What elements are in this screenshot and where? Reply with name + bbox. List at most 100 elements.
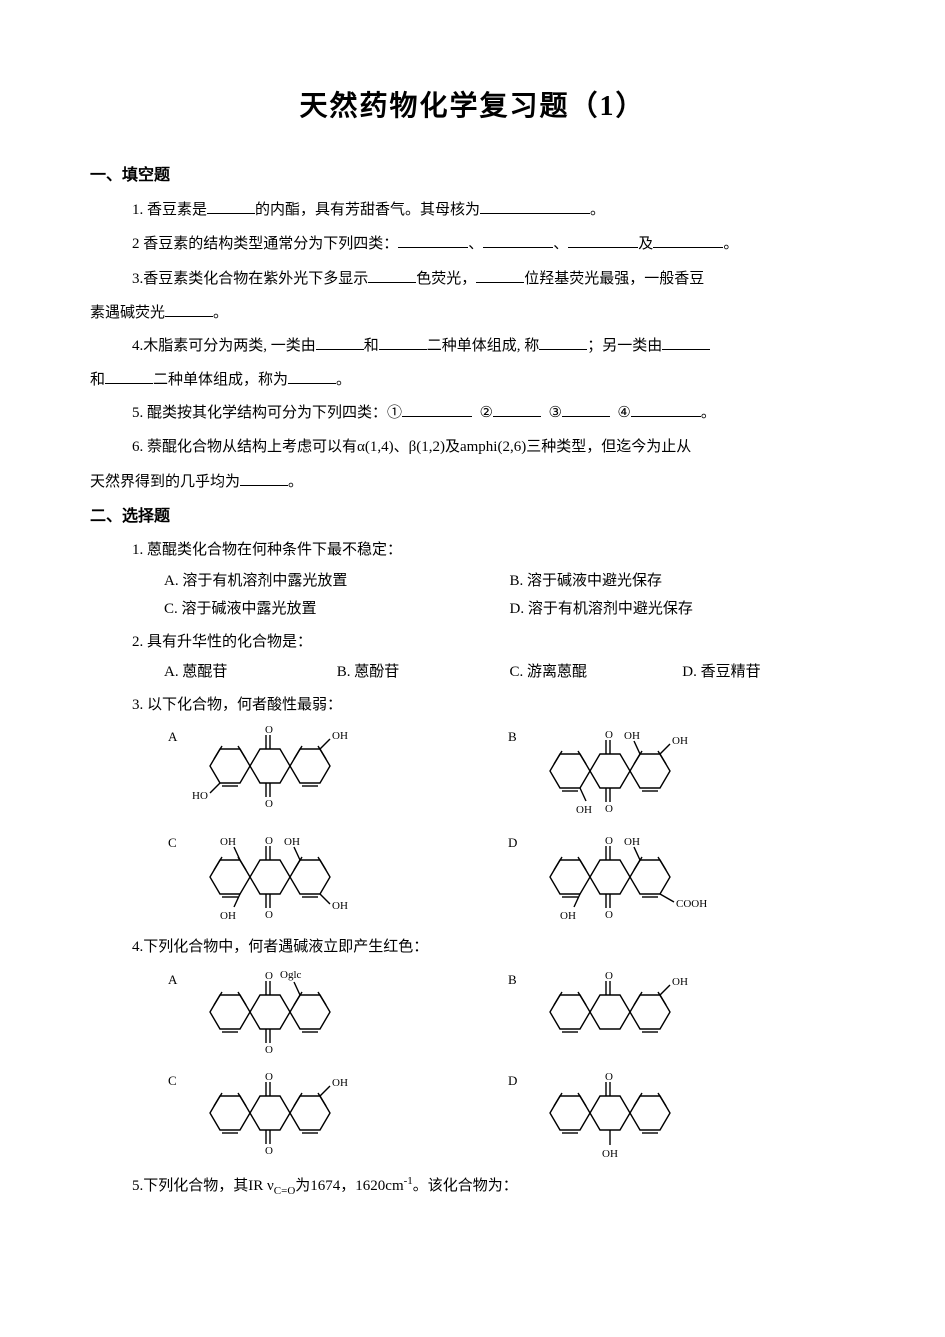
fill-q1: 1. 香豆素是的内酯，具有芳甜香气。其母核为。 — [90, 196, 855, 225]
q2-sep3: 及 — [638, 236, 653, 252]
q2-blank-1 — [398, 232, 468, 249]
mc-q2-b: B. 蒽酚苷 — [337, 658, 510, 687]
q3a-structure: O O OH HO — [190, 721, 360, 811]
svg-text:OH: OH — [576, 804, 592, 816]
q3-line2-text-2: 。 — [213, 305, 228, 321]
q5-sup: -1 — [404, 1175, 413, 1187]
q5-mid: 为1674，1620cm — [295, 1178, 403, 1194]
q4-text-4: ；另一类由 — [587, 338, 662, 354]
svg-text:OH: OH — [672, 976, 688, 988]
q3c-structure: O O OH OH OH OH — [190, 827, 370, 927]
fill-q3-line2: 素遇碱荧光 。 — [90, 299, 855, 328]
page-title: 天然药物化学复习题（1） — [90, 80, 855, 133]
mc-q1-b: B. 溶于碱液中避光保存 — [510, 567, 856, 596]
svg-text:O: O — [605, 909, 613, 921]
fill-q3: 3.香豆素类化合物在紫外光下多显示色荧光，位羟基荧光最强，一般香豆 — [90, 265, 855, 294]
mc-q1-d: D. 溶于有机溶剂中避光保存 — [510, 595, 856, 624]
q4-blank-1 — [316, 333, 364, 350]
svg-text:O: O — [265, 1145, 273, 1157]
fill-q4: 4.木脂素可分为两类, 一类由和二种单体组成, 称；另一类由 — [90, 332, 855, 361]
q4-line2-text-2: 二种单体组成，称为 — [153, 372, 288, 388]
svg-text:O: O — [265, 1044, 273, 1056]
mc-q1-c: C. 溶于碱液中露光放置 — [164, 595, 510, 624]
svg-text:HO: HO — [192, 790, 208, 802]
q4-blank-3 — [539, 333, 587, 350]
fill-q2: 2 香豆素的结构类型通常分为下列四类： 、 、 及 。 — [90, 230, 855, 259]
q5-end: 。该化合物为： — [413, 1178, 518, 1194]
mc-q5: 5.下列化合物，其IR νC=O为1674，1620cm-1。该化合物为： — [132, 1171, 855, 1202]
fill-q4-line2: 和 二种单体组成，称为 。 — [90, 366, 855, 395]
svg-text:O: O — [605, 729, 613, 741]
q3-row2: C O O OH OH — [132, 827, 855, 927]
mc-q4: 4.下列化合物中，何者遇碱液立即产生红色： — [132, 933, 855, 962]
svg-text:O: O — [265, 798, 273, 810]
q6-line2-text-1: 天然界得到的几乎均为 — [90, 474, 240, 490]
svg-text:O: O — [265, 1071, 273, 1083]
q4-blank-2 — [379, 333, 427, 350]
q2-sep1: 、 — [468, 236, 483, 252]
q3-line2-text-1: 素遇碱荧光 — [90, 305, 165, 321]
q2-text-1: 2 香豆素的结构类型通常分为下列四类： — [132, 236, 398, 252]
q6-blank-1 — [240, 469, 288, 486]
q5-text-1: 5. 醌类按其化学结构可分为下列四类：① — [132, 405, 402, 421]
q6-line2-text-2: 。 — [288, 474, 303, 490]
q3-blank-3 — [165, 301, 213, 318]
svg-text:OH: OH — [332, 730, 348, 742]
fill-q6: 6. 萘醌化合物从结构上考虑可以有α(1,4)、β(1,2)及amphi(2,6… — [90, 433, 855, 462]
svg-text:O: O — [265, 835, 273, 847]
mc-q2: 2. 具有升华性的化合物是： — [132, 628, 855, 657]
q1-text-1: 1. 香豆素是 — [132, 202, 207, 218]
svg-text:OH: OH — [624, 836, 640, 848]
q2-end: 。 — [723, 236, 738, 252]
mc-q1-a: A. 溶于有机溶剂中露光放置 — [164, 567, 510, 596]
q5-pre: 5.下列化合物，其IR ν — [132, 1178, 274, 1194]
q4-row1: A O O Oglc B — [132, 964, 855, 1059]
q4-text-1: 4.木脂素可分为两类, 一类由 — [132, 338, 316, 354]
q4-blank-6 — [288, 368, 336, 385]
svg-text:OH: OH — [284, 836, 300, 848]
q4b-label: B — [508, 968, 524, 993]
section2-heading: 二、选择题 — [90, 502, 855, 532]
q5-sub: C=O — [274, 1185, 295, 1197]
q4d-label: D — [508, 1069, 524, 1094]
q1-text-3: 。 — [590, 202, 605, 218]
q2-blank-4 — [653, 232, 723, 249]
svg-text:O: O — [605, 1071, 613, 1083]
q4c-structure: O O OH — [190, 1065, 360, 1160]
q5-3: ③ — [548, 405, 561, 421]
q5-2: ② — [480, 405, 493, 421]
fill-q5: 5. 醌类按其化学结构可分为下列四类：① ② ③ ④。 — [90, 399, 855, 428]
svg-text:O: O — [265, 724, 273, 736]
q3c-label: C — [168, 831, 184, 856]
q3-text-1: 3.香豆素类化合物在紫外光下多显示 — [132, 271, 368, 287]
q4-line2-text-1: 和 — [90, 372, 105, 388]
svg-text:OH: OH — [332, 900, 348, 912]
svg-text:Oglc: Oglc — [280, 969, 302, 981]
q3-text-3: 位羟基荧光最强，一般香豆 — [524, 271, 704, 287]
mc-q2-a: A. 蒽醌苷 — [164, 658, 337, 687]
q4a-structure: O O Oglc — [190, 964, 360, 1059]
svg-text:O: O — [605, 970, 613, 982]
q3-blank-2 — [476, 266, 524, 283]
q2-blank-2 — [483, 232, 553, 249]
q4b-structure: O OH — [530, 964, 700, 1054]
svg-text:OH: OH — [602, 1148, 618, 1160]
q5-blank-1 — [402, 400, 472, 417]
q5-4: ④ — [617, 405, 630, 421]
q4d-structure: O OH — [530, 1065, 700, 1165]
svg-text:O: O — [605, 835, 613, 847]
q2-blank-3 — [568, 232, 638, 249]
q3b-structure: O O OH OH OH — [530, 721, 710, 821]
q5-blank-2 — [493, 400, 541, 417]
fill-q6-line2: 天然界得到的几乎均为 。 — [90, 468, 855, 497]
q3-row1: A O O — [132, 721, 855, 821]
mc-q2-d: D. 香豆精苷 — [682, 658, 855, 687]
svg-text:OH: OH — [220, 910, 236, 922]
svg-text:OH: OH — [624, 730, 640, 742]
svg-text:OH: OH — [672, 735, 688, 747]
q2-sep2: 、 — [553, 236, 568, 252]
svg-text:O: O — [265, 970, 273, 982]
q1-blank-2 — [480, 197, 590, 214]
q4-line2-text-3: 。 — [336, 372, 351, 388]
q1-blank-1 — [207, 197, 255, 214]
